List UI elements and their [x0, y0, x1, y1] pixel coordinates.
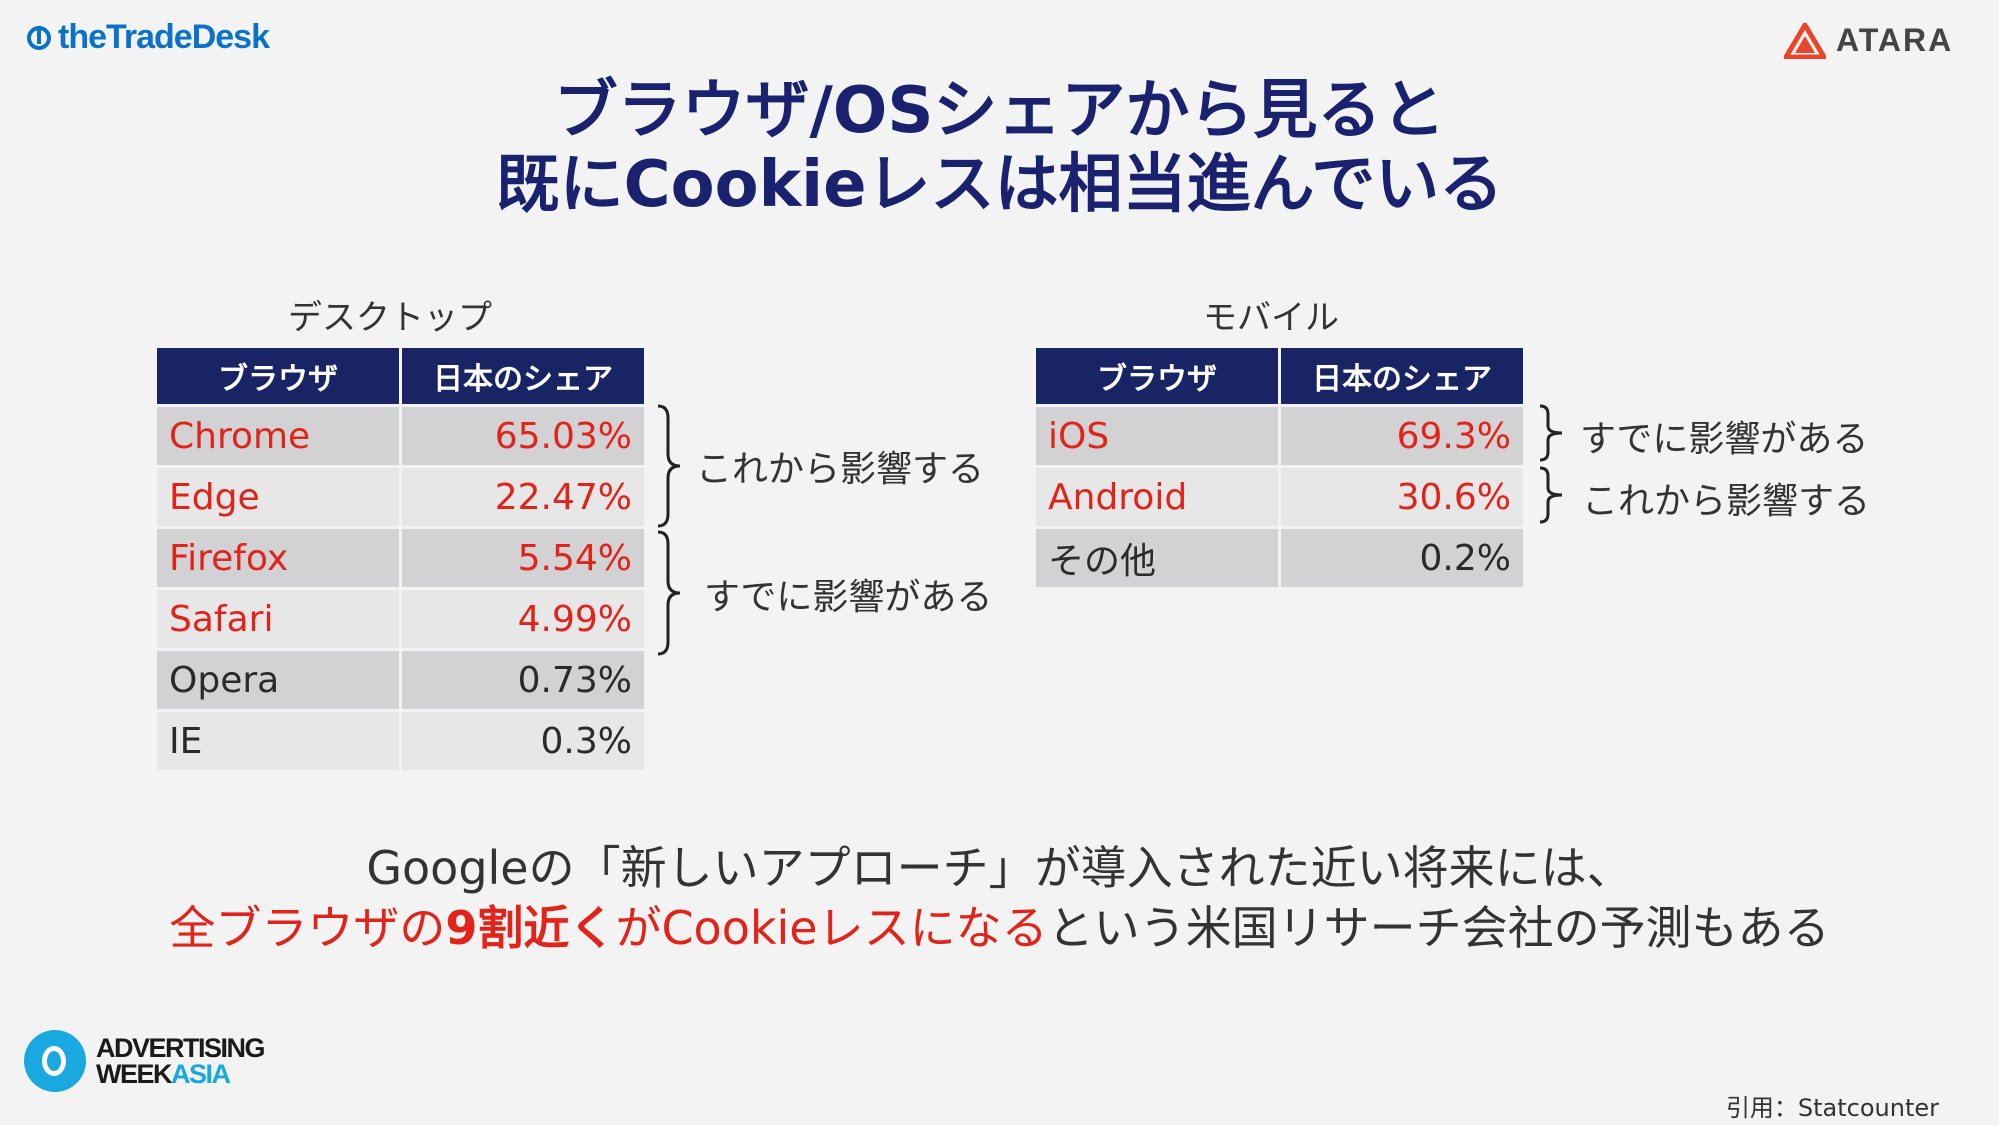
slide-title-line2: 既にCookieレスは相当進んでいる	[495, 148, 1504, 222]
statement-line2: 全ブラウザの9割近くがCookieレスになるという米国リサーチ会社の予測もある	[0, 898, 1999, 958]
browser-name-cell: Android	[1036, 468, 1278, 526]
table-header-row: ブラウザ 日本のシェア	[157, 348, 644, 404]
table-row: Edge 22.47%	[157, 468, 644, 526]
share-value-cell: 4.99%	[402, 590, 644, 648]
browser-name-cell: Safari	[157, 590, 399, 648]
column-header-share: 日本のシェア	[402, 348, 644, 404]
atara-logo: ATARA	[1784, 22, 1953, 59]
tradedesk-logo-text: theTradeDesk	[58, 18, 270, 56]
advertising-week-asia-logo: ADVERTISING WEEKASIA	[24, 1030, 266, 1092]
desktop-caption: デスクトップ	[288, 298, 492, 338]
share-value-cell: 0.2%	[1281, 529, 1523, 587]
share-value-cell: 69.3%	[1281, 407, 1523, 465]
statement-tail: という米国リサーチ会社の予測もある	[1047, 901, 1830, 955]
column-header-share: 日本のシェア	[1281, 348, 1523, 404]
mobile-note-upcoming: これから影響する	[1582, 481, 1871, 522]
forecast-statement: Googleの「新しいアプローチ」が導入された近い将来には、 全ブラウザの9割近…	[0, 838, 1999, 958]
desktop-share-table: ブラウザ 日本のシェア Chrome 65.03% Edge 22.47% Fi…	[154, 345, 647, 773]
right-brace-icon	[1539, 466, 1563, 524]
atara-logo-text: ATARA	[1836, 22, 1954, 58]
slide-title-line1: ブラウザ/OSシェアから見ると	[553, 74, 1446, 148]
share-value-cell: 30.6%	[1281, 468, 1523, 526]
statement-line1: Googleの「新しいアプローチ」が導入された近い将来には、	[366, 841, 1633, 895]
share-value-cell: 65.03%	[402, 407, 644, 465]
column-header-browser: ブラウザ	[1036, 348, 1278, 404]
browser-name-cell: Opera	[157, 651, 399, 709]
awa-logo-text: ADVERTISING WEEKASIA	[96, 1033, 266, 1089]
table-row: Firefox 5.54%	[157, 529, 644, 587]
desktop-note-upcoming: これから影響する	[696, 449, 985, 490]
atara-mark-icon	[1784, 22, 1826, 59]
table-row: Safari 4.99%	[157, 590, 644, 648]
desktop-note-affected: すでに影響がある	[704, 577, 993, 618]
mobile-share-table: ブラウザ 日本のシェア iOS 69.3% Android 30.6% その他 …	[1033, 345, 1526, 590]
slide-title: ブラウザ/OSシェアから見ると 既にCookieレスは相当進んでいる	[0, 74, 1999, 222]
column-header-browser: ブラウザ	[157, 348, 399, 404]
right-brace-icon	[657, 404, 681, 528]
share-value-cell: 0.3%	[402, 712, 644, 770]
right-brace-icon	[657, 530, 681, 656]
awa-logo-line2: WEEKASIA	[96, 1059, 264, 1089]
awa-circle-icon	[24, 1030, 86, 1092]
browser-name-cell: Chrome	[157, 407, 399, 465]
table-row: Chrome 65.03%	[157, 407, 644, 465]
share-value-cell: 5.54%	[402, 529, 644, 587]
browser-name-cell: Edge	[157, 468, 399, 526]
browser-name-cell: iOS	[1036, 407, 1278, 465]
source-citation: 引用：Statcounter	[1725, 1094, 1939, 1122]
table-row: その他 0.2%	[1036, 529, 1523, 587]
browser-name-cell: その他	[1036, 529, 1278, 587]
tradedesk-mark-icon	[27, 25, 51, 50]
awa-logo-asia: ASIA	[171, 1059, 231, 1089]
statement-highlight-bold: 9割近く	[445, 901, 616, 955]
table-row: IE 0.3%	[157, 712, 644, 770]
right-brace-icon	[1539, 404, 1563, 462]
table-header-row: ブラウザ 日本のシェア	[1036, 348, 1523, 404]
awa-logo-week: WEEK	[96, 1059, 173, 1089]
table-row: iOS 69.3%	[1036, 407, 1523, 465]
share-value-cell: 22.47%	[402, 468, 644, 526]
statement-highlight-start: 全ブラウザの	[169, 901, 446, 955]
mobile-caption: モバイル	[1203, 298, 1339, 338]
tradedesk-logo: theTradeDesk	[26, 18, 270, 57]
mobile-note-affected: すでに影響がある	[1580, 419, 1869, 460]
browser-name-cell: IE	[157, 712, 399, 770]
browser-name-cell: Firefox	[157, 529, 399, 587]
table-row: Android 30.6%	[1036, 468, 1523, 526]
table-row: Opera 0.73%	[157, 651, 644, 709]
statement-highlight-end: がCookieレスになる	[615, 901, 1048, 955]
awa-logo-line1: ADVERTISING	[96, 1033, 266, 1063]
share-value-cell: 0.73%	[402, 651, 644, 709]
